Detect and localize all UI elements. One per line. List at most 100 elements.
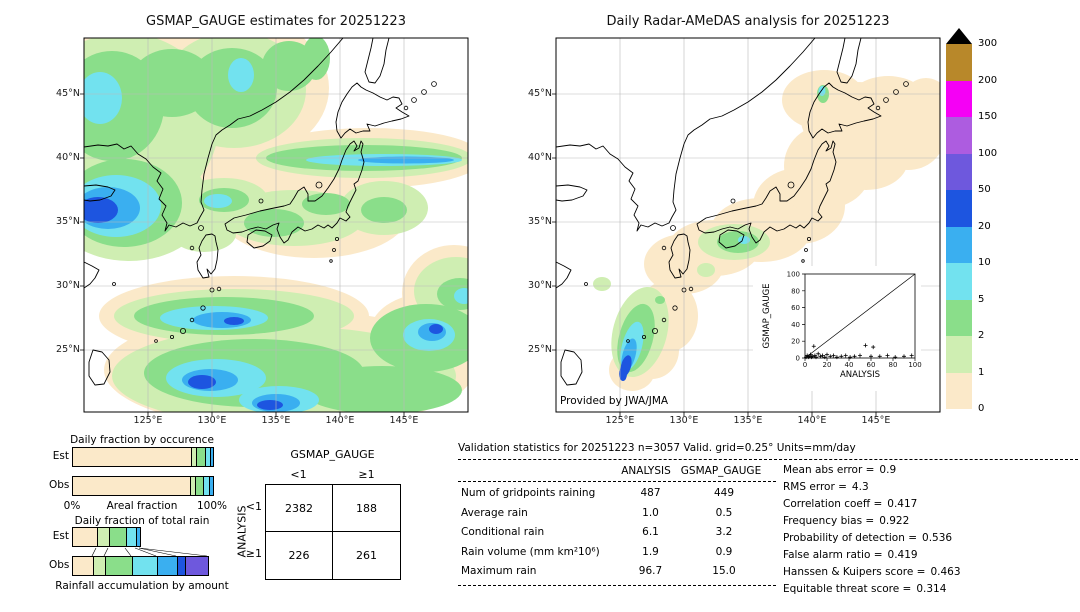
score-value: 0.9 xyxy=(879,464,897,476)
validation-col-header: ANALYSIS xyxy=(621,465,671,477)
scatter-inset: 0 20 40 60 80 100 0 20 40 60 80 100 ANALYSIS GSMAP… xyxy=(753,266,922,391)
bar-segment xyxy=(109,528,126,546)
score-label: False alarm ratio = xyxy=(783,549,883,561)
right-map xyxy=(552,37,941,416)
svg-text:40: 40 xyxy=(845,361,854,369)
svg-text:80: 80 xyxy=(889,361,898,369)
obs-row-label: Obs xyxy=(49,559,70,571)
colorbar-block xyxy=(946,263,972,300)
dashed-divider xyxy=(458,459,1078,460)
accumulation-title: Rainfall accumulation by amount xyxy=(55,580,229,592)
score-line: Equitable threat score = 0.314 xyxy=(783,583,946,595)
contingency-cell: 2382 xyxy=(266,485,333,532)
est-row-label: Est xyxy=(52,450,69,462)
lon-tick-label: 125°E xyxy=(133,415,163,426)
score-label: Equitable threat score = xyxy=(783,583,912,595)
areal-axis-zero: 0% xyxy=(63,500,81,512)
stat-label: Num of gridpoints raining xyxy=(461,487,596,499)
bar-segment xyxy=(156,557,177,575)
score-label: Frequency bias = xyxy=(783,515,875,527)
stat-value-analysis: 1.0 xyxy=(642,506,659,519)
bar-segment xyxy=(126,528,136,546)
contingency-cell: 261 xyxy=(356,549,377,562)
validation-row: Maximum rain 96.7 15.0 xyxy=(458,565,766,577)
score-value: 0.314 xyxy=(916,583,947,595)
score-label: Mean abs error = xyxy=(783,464,875,476)
score-value: 0.417 xyxy=(887,498,918,510)
bar-segment xyxy=(176,557,185,575)
credit-text: Provided by JWA/JMA xyxy=(560,395,669,407)
colorbar-block xyxy=(946,299,972,336)
occ-obs-bar xyxy=(72,476,214,496)
est-row-label: Est xyxy=(52,530,69,542)
contingency-cell: 188 xyxy=(333,485,400,532)
left-map-title: GSMAP_GAUGE estimates for 20251223 xyxy=(146,14,406,29)
colorbar-block xyxy=(946,117,972,154)
colorbar-block xyxy=(946,226,972,263)
score-line: Hanssen & Kuipers score = 0.463 xyxy=(783,566,961,578)
bar-segment xyxy=(131,557,157,575)
score-line: False alarm ratio = 0.419 xyxy=(783,549,918,561)
inset-tick-marks xyxy=(802,273,916,361)
lat-tick-label: 35°N xyxy=(56,216,80,227)
inset-ylabel: GSMAP_GAUGE xyxy=(762,283,772,349)
bar-segment xyxy=(203,477,209,495)
svg-text:40: 40 xyxy=(791,321,800,329)
coast-layer xyxy=(84,38,437,386)
score-line: Probability of detection = 0.536 xyxy=(783,532,952,544)
bar-segment xyxy=(136,528,140,546)
bar-segment xyxy=(104,557,132,575)
svg-text:100: 100 xyxy=(908,361,921,369)
colorbar-label: 200 xyxy=(978,74,998,86)
stat-value-gsmap: 15.0 xyxy=(712,565,736,577)
colorbar-label: 2 xyxy=(978,330,985,341)
coast-layer xyxy=(556,38,909,386)
left-map-grid xyxy=(84,38,468,412)
score-value: 0.419 xyxy=(887,549,918,561)
validation-row: Average rain 1.0 0.5 xyxy=(458,507,766,519)
lon-tick-label: 130°E xyxy=(197,415,227,426)
score-line: Frequency bias = 0.922 xyxy=(783,515,909,527)
contingency-row-label: ≥1 xyxy=(245,547,262,560)
score-label: RMS error = xyxy=(783,481,847,493)
score-value: 0.536 xyxy=(922,532,953,544)
right-map-title: Daily Radar-AMeDAS analysis for 20251223 xyxy=(606,14,890,29)
bar-segment xyxy=(190,477,195,495)
contingency-col-group: GSMAP_GAUGE xyxy=(290,448,375,461)
colorbar-blocks xyxy=(946,44,1016,409)
stat-label: Rain volume (mm km²10⁶) xyxy=(461,545,600,558)
colorbar-label: 5 xyxy=(978,293,985,305)
colorbar-block xyxy=(946,80,972,117)
dashed-divider xyxy=(458,481,776,482)
lon-tick-label: 130°E xyxy=(669,415,699,426)
validation-row: Rain volume (mm km²10⁶) 1.9 0.9 xyxy=(458,546,766,558)
colorbar-block xyxy=(946,153,972,190)
colorbar-block xyxy=(946,44,972,81)
colorbar: 300 200 150 100 50 20 10 5 2 1 0 xyxy=(946,28,1016,414)
areal-axis-hundred: 100% xyxy=(196,500,228,512)
occurrence-title: Daily fraction by occurence xyxy=(70,434,214,446)
lat-tick-label: 25°N xyxy=(528,344,552,355)
bar-segment xyxy=(97,528,109,546)
colorbar-block xyxy=(946,190,972,227)
bar-segment xyxy=(73,528,97,546)
stat-value-gsmap: 0.5 xyxy=(715,506,733,519)
lat-tick-label: 35°N xyxy=(528,216,552,227)
lon-tick-label: 140°E xyxy=(797,415,827,426)
left-map-axis-ticks xyxy=(80,93,405,416)
inset-xticks: 0 20 40 60 80 100 xyxy=(803,361,922,369)
score-value: 0.922 xyxy=(879,515,910,527)
contingency-cell: 226 xyxy=(266,532,333,579)
stat-label: Maximum rain xyxy=(461,565,537,577)
svg-text:100: 100 xyxy=(787,271,800,279)
lat-tick-label: 25°N xyxy=(56,344,80,355)
lon-tick-label: 135°E xyxy=(261,415,291,426)
inset-points xyxy=(804,343,914,360)
score-line: Mean abs error = 0.9 xyxy=(783,464,896,476)
inset-plot: 0 20 40 60 80 100 0 20 40 60 80 100 xyxy=(787,271,922,370)
colorbar-block xyxy=(946,372,972,409)
colorbar-label: 20 xyxy=(978,220,991,232)
bar-segment xyxy=(93,557,105,575)
bar-segment xyxy=(184,557,208,575)
lon-tick-label: 140°E xyxy=(325,415,355,426)
